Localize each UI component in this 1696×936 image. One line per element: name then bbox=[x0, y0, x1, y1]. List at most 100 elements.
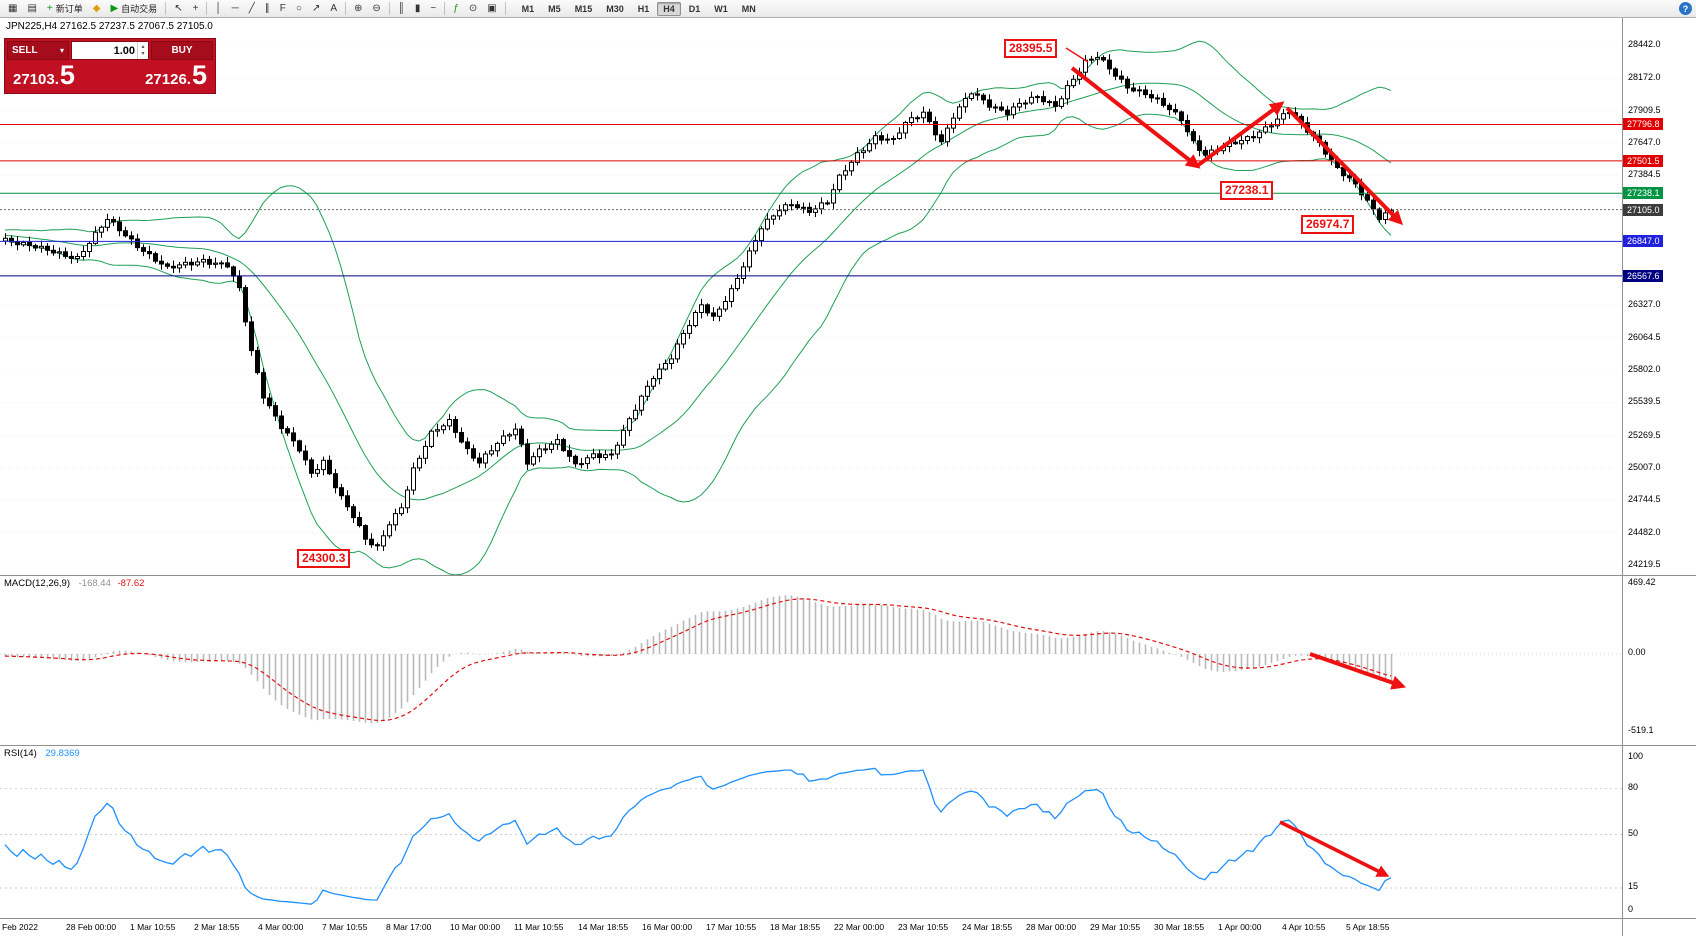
rsi-axis-label: 15 bbox=[1628, 881, 1639, 892]
metaeditor-icon[interactable]: ◆ bbox=[92, 2, 101, 14]
indicators-icon[interactable]: ƒ bbox=[453, 2, 459, 14]
volume-input[interactable] bbox=[72, 44, 137, 57]
rsi-canvas[interactable] bbox=[0, 746, 1622, 918]
help-icon[interactable]: ? bbox=[1679, 2, 1692, 15]
toolbar-icon-group: ▦ ▤ + 新订单 ◆ ▶ 自动交易 ↖ + │ ─ ╱ ∥ F ○ ↗ A ⊕ ⊖ ║ ▮ ~ ƒ ⊙ ▣ bbox=[3, 0, 509, 17]
macd-axis-label: 0.00 bbox=[1628, 647, 1646, 657]
time-axis-label: 4 Mar 00:00 bbox=[258, 922, 304, 932]
time-axis-label: 23 Mar 10:55 bbox=[898, 922, 949, 932]
zoom-out-icon[interactable]: ⊖ bbox=[372, 2, 381, 14]
buy-button[interactable]: BUY bbox=[151, 41, 213, 60]
text-tool-icon[interactable]: A bbox=[330, 2, 338, 14]
buy-price[interactable]: 27126. 5 bbox=[145, 60, 207, 90]
rsi-panel[interactable]: RSI(14) 29.8369 bbox=[0, 745, 1622, 918]
price-axis-label: 25269.5 bbox=[1628, 429, 1661, 440]
price-axis-tag: 27501.5 bbox=[1623, 154, 1663, 167]
one-click-trading-panel: SELL ▾ ▴ ▾ BUY 27103.5 27126.5 bbox=[4, 38, 216, 94]
time-axis-label: 28 Feb 00:00 bbox=[66, 922, 117, 932]
cursor-icon[interactable]: ↖ bbox=[174, 2, 183, 14]
timeframe-m1-button[interactable]: M1 bbox=[521, 3, 535, 14]
price-axis-label: 28442.0 bbox=[1628, 39, 1661, 49]
toolbar-separator bbox=[388, 2, 390, 15]
arrows-tool-icon[interactable]: ↗ bbox=[311, 2, 321, 14]
time-axis-label: 22 Mar 00:00 bbox=[834, 922, 885, 932]
profiles-icon[interactable]: ▤ bbox=[27, 2, 37, 14]
rsi-axis-label: 100 bbox=[1628, 751, 1644, 761]
time-axis-label: 30 Mar 18:55 bbox=[1154, 922, 1205, 932]
price-axis-label: 24482.0 bbox=[1628, 526, 1661, 537]
price-axis-tag: 27238.1 bbox=[1623, 187, 1663, 200]
chart-annotation-label: 26974.7 bbox=[1301, 215, 1355, 234]
price-chart-canvas[interactable] bbox=[0, 18, 1622, 575]
toolbar-separator bbox=[504, 2, 506, 15]
volume-spinner: ▴ ▾ bbox=[137, 42, 148, 59]
sell-dropdown-icon[interactable]: ▾ bbox=[59, 46, 64, 55]
price-chart-panel[interactable]: JPN225,H4 27162.5 27237.5 27067.5 27105.… bbox=[0, 18, 1622, 575]
rsi-label: RSI(14) 29.8369 bbox=[4, 748, 80, 759]
time-axis-label: 18 Mar 18:55 bbox=[770, 922, 821, 932]
fibonacci-icon[interactable]: F bbox=[279, 2, 286, 14]
macd-panel[interactable]: MACD(12,26,9) -168.44 -87.62 bbox=[0, 575, 1622, 745]
zoom-in-icon[interactable]: ⊕ bbox=[354, 2, 363, 14]
equidistant-channel-icon[interactable]: ∥ bbox=[264, 2, 270, 14]
toolbar-separator bbox=[345, 2, 347, 15]
macd-axis-label: 469.42 bbox=[1628, 576, 1656, 587]
toolbar: ▦ ▤ + 新订单 ◆ ▶ 自动交易 ↖ + │ ─ ╱ ∥ F ○ ↗ A ⊕ ⊖ ║ ▮ ~ ƒ ⊙ ▣ M1 M5 M15 M3… bbox=[0, 0, 1696, 18]
volume-decrease-icon[interactable]: ▾ bbox=[141, 50, 145, 57]
trendline-icon[interactable]: ╱ bbox=[248, 2, 255, 14]
sell-label: SELL bbox=[12, 45, 38, 56]
autotrading-button[interactable]: ▶ 自动交易 bbox=[110, 2, 158, 15]
time-axis-label: 24 Mar 18:55 bbox=[962, 922, 1013, 932]
timeframe-m5-button[interactable]: M5 bbox=[548, 3, 561, 14]
macd-canvas[interactable] bbox=[0, 576, 1622, 745]
symbol-label: JPN225,H4 bbox=[6, 21, 58, 32]
candlestick-chart-icon[interactable]: ▮ bbox=[414, 2, 421, 14]
sell-price[interactable]: 27103. 5 bbox=[13, 60, 75, 90]
price-axis-tag: 27796.8 bbox=[1623, 118, 1663, 131]
price-axis[interactable]: 28442.0 28172.0 27909.5 27796.8 27647.0 27501… bbox=[1622, 18, 1696, 936]
timeframe-m30-button[interactable]: M30 bbox=[606, 3, 624, 14]
crosshair-icon[interactable]: + bbox=[192, 2, 199, 14]
timeframe-h4-button[interactable]: H4 bbox=[657, 1, 681, 16]
time-axis-label: 1 Mar 10:55 bbox=[130, 922, 176, 932]
price-axis-label: 27384.5 bbox=[1628, 169, 1661, 180]
volume-increase-icon[interactable]: ▴ bbox=[141, 43, 145, 50]
chart-annotation-label: 24300.3 bbox=[297, 549, 351, 568]
timeframe-w1-button[interactable]: W1 bbox=[714, 3, 728, 14]
timeframe-mn-button[interactable]: MN bbox=[741, 3, 756, 14]
time-axis-label: 8 Mar 17:00 bbox=[386, 922, 432, 932]
price-axis-label: 24219.5 bbox=[1628, 559, 1661, 569]
rsi-axis-label: 80 bbox=[1628, 781, 1639, 792]
price-axis-tag: 26847.0 bbox=[1623, 235, 1663, 248]
new-order-button[interactable]: + 新订单 bbox=[46, 2, 83, 15]
new-chart-icon[interactable]: ▦ bbox=[8, 2, 18, 14]
time-axis-label: 10 Mar 00:00 bbox=[450, 922, 501, 932]
time-axis[interactable]: Feb 2022 28 Feb 00:00 1 Mar 10:55 2 Mar 18:… bbox=[0, 918, 1622, 936]
panel-separator bbox=[1623, 575, 1696, 576]
shapes-icon[interactable]: ○ bbox=[295, 2, 302, 14]
time-axis-label: 2 Mar 18:55 bbox=[194, 922, 240, 932]
horizontal-line-icon[interactable]: ─ bbox=[231, 2, 239, 14]
periods-icon[interactable]: ⊙ bbox=[468, 2, 478, 14]
price-axis-label: 25007.0 bbox=[1628, 462, 1661, 473]
sell-button[interactable]: SELL ▾ bbox=[7, 41, 69, 60]
line-chart-icon[interactable]: ~ bbox=[430, 2, 437, 14]
price-axis-label: 28172.0 bbox=[1628, 72, 1661, 83]
panel-separator bbox=[1623, 745, 1696, 746]
price-axis-label: 26327.0 bbox=[1628, 299, 1661, 310]
price-axis-label: 27909.5 bbox=[1628, 104, 1661, 115]
price-axis-tag: 26567.6 bbox=[1623, 269, 1663, 282]
timeframe-d1-button[interactable]: D1 bbox=[688, 3, 701, 14]
toolbar-separator bbox=[206, 2, 208, 15]
bar-chart-icon[interactable]: ║ bbox=[397, 2, 405, 14]
timeframe-m15-button[interactable]: M15 bbox=[574, 3, 593, 14]
templates-icon[interactable]: ▣ bbox=[487, 2, 497, 14]
price-axis-tag: 27105.0 bbox=[1623, 203, 1663, 216]
time-axis-label: 4 Apr 10:55 bbox=[1282, 922, 1326, 932]
price-axis-label: 24744.5 bbox=[1628, 494, 1661, 505]
time-axis-label: 14 Mar 18:55 bbox=[578, 922, 629, 932]
vertical-line-icon[interactable]: │ bbox=[215, 2, 222, 14]
price-axis-label: 25539.5 bbox=[1628, 396, 1661, 407]
time-axis-label: 16 Mar 00:00 bbox=[642, 922, 693, 932]
timeframe-h1-button[interactable]: H1 bbox=[637, 3, 650, 14]
